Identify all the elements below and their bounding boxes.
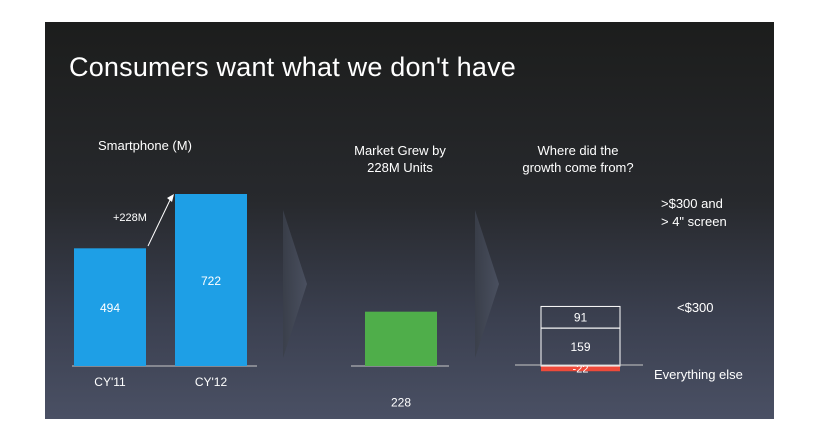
slide: Consumers want what we don't have Smartp…	[45, 22, 774, 419]
bar-value-label: 722	[201, 274, 221, 288]
panel-market-title-line2: 228M Units	[367, 160, 433, 175]
panel-growth-source: Where did the growth come from? -22 159 91…	[515, 143, 743, 382]
panel-market-grew: Market Grew by 228M Units 228	[351, 143, 449, 410]
bar-segment-everything-else	[541, 366, 620, 372]
bar-value-label: 159	[570, 340, 590, 354]
panel-smartphone: Smartphone (M) 494 722 CY'11 CY'12 +228M	[72, 138, 257, 389]
bar-value-label: 91	[574, 310, 588, 324]
panel-market-title-line1: Market Grew by	[354, 143, 446, 158]
panel-smartphone-title: Smartphone (M)	[98, 138, 192, 153]
category-label-cy12: CY'12	[195, 375, 228, 389]
chevron-arrow-icon-2	[475, 210, 499, 358]
bar-cy11	[74, 248, 146, 366]
bar-value-label: -22	[573, 364, 589, 376]
legend-high-end-line2: > 4" screen	[661, 214, 727, 229]
slide-title: Consumers want what we don't have	[69, 52, 516, 82]
growth-annotation: +228M	[113, 212, 147, 224]
legend-high-end-line1: >$300 and	[661, 196, 723, 211]
diagonal-arrow-icon	[147, 197, 172, 247]
legend-everything-else: Everything else	[654, 367, 743, 382]
legend-low-end: <$300	[677, 300, 714, 315]
bar-segment-over-300	[540, 305, 621, 329]
category-label-cy11: CY'11	[94, 375, 126, 389]
chevron-arrow-icon-1	[283, 210, 307, 358]
diagonal-arrow-head-icon	[167, 194, 174, 202]
bar-value-label: 494	[100, 301, 120, 315]
panel-growth-title-line2: growth come from?	[522, 160, 633, 175]
panel-growth-title-line1: Where did the	[538, 143, 619, 158]
bar-cy12	[175, 194, 247, 366]
bar-market-growth	[365, 311, 437, 366]
bar-value-label: 228	[391, 396, 411, 410]
